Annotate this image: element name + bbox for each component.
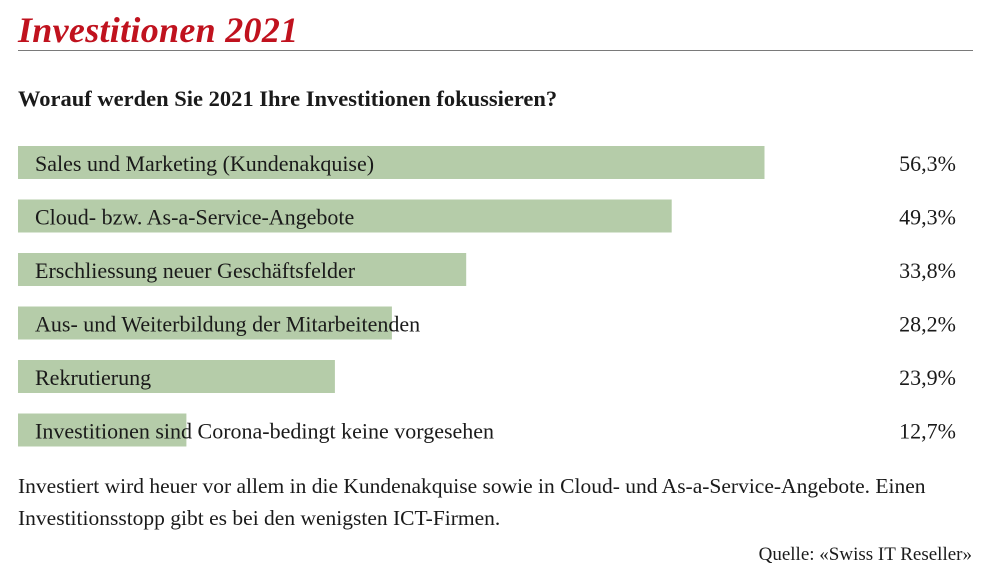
labels-layer: Sales und Marketing (Kundenakquise) 56,3%… <box>35 151 956 444</box>
value-label-5: 12,7% <box>899 419 956 444</box>
value-label-1: 49,3% <box>899 205 956 230</box>
category-label-0: Sales und Marketing (Kundenakquise) <box>35 151 374 176</box>
page-title: Investitionen 2021 <box>18 10 299 50</box>
bars-layer <box>18 146 765 447</box>
value-label-0: 56,3% <box>899 151 956 176</box>
value-label-3: 28,2% <box>899 312 956 337</box>
bar-3 <box>18 306 392 340</box>
chart-caption: Investiert wird heuer vor allem in die K… <box>18 474 926 530</box>
bar-2 <box>18 253 467 286</box>
bar-1 <box>18 199 672 233</box>
category-label-1: Cloud- bzw. As-a-Service-Angebote <box>35 205 354 230</box>
value-label-2: 33,8% <box>899 258 956 283</box>
bar-0 <box>18 146 765 179</box>
category-label-5: Investitionen sind Corona-bedingt keine … <box>35 419 494 444</box>
category-label-3: Aus- und Weiterbildung der Mitarbeitende… <box>35 312 420 337</box>
bar-4 <box>18 360 335 393</box>
value-label-4: 23,9% <box>899 365 956 390</box>
bar-5 <box>18 413 187 447</box>
category-label-4: Rekrutierung <box>35 365 151 390</box>
title-divider <box>18 50 973 51</box>
source-credit: Quelle: «Swiss IT Reseller» <box>758 544 972 565</box>
chart-question: Worauf werden Sie 2021 Ihre Investitione… <box>18 86 558 111</box>
category-label-2: Erschliessung neuer Geschäftsfelder <box>35 258 356 283</box>
